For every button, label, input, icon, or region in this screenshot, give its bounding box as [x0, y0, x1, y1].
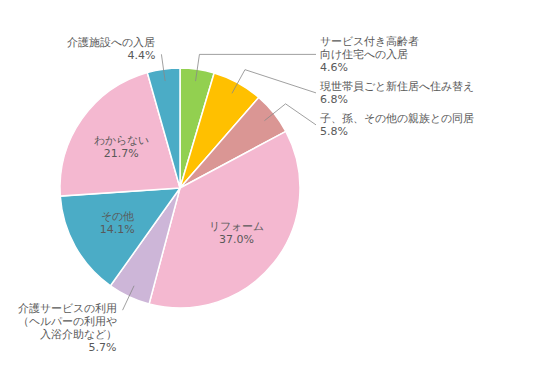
labels: リフォーム37.0% その他14.1% わからない21.7% サービス付き高齢者向け住… — [18, 35, 474, 354]
slice-value-label: 4.4% — [127, 49, 155, 62]
slice-value-label: 6.8% — [320, 93, 348, 106]
chart-container: リフォーム37.0% その他14.1% わからない21.7% サービス付き高齢者向け住… — [0, 0, 546, 377]
slice-label: サービス付き高齢者向け住宅への入居 — [320, 35, 419, 61]
slice-value-label: 14.1% — [100, 223, 135, 236]
slice-label: 介護施設への入居 — [67, 36, 155, 49]
leader-line — [123, 286, 134, 310]
slice-value-label: 4.6% — [320, 61, 348, 74]
slice-label: 現世帯員ごと新住居へ住み替え — [320, 80, 474, 93]
slice-value-label: 37.0% — [219, 233, 254, 246]
slice-label: リフォーム — [209, 220, 264, 233]
pie-slice — [60, 188, 180, 286]
slice-value-label: 5.8% — [320, 125, 348, 138]
slice-value-label: 5.7% — [89, 341, 117, 354]
slice-value-label: 21.7% — [104, 147, 139, 160]
leader-line — [264, 104, 316, 125]
slices — [60, 68, 300, 308]
slice-label: その他 — [101, 210, 134, 223]
pie-chart: リフォーム37.0% その他14.1% わからない21.7% サービス付き高齢者向け住… — [0, 0, 546, 377]
leader-line — [196, 54, 316, 81]
pie-slice — [147, 68, 180, 188]
slice-label: わからない — [94, 134, 149, 147]
slice-label: 介護サービスの利用（ヘルパーの利用や入浴介助など） — [18, 302, 117, 341]
leader-line — [232, 70, 316, 94]
leader-line — [161, 54, 165, 81]
slice-label: 子、孫、その他の親族との同居 — [320, 112, 474, 125]
